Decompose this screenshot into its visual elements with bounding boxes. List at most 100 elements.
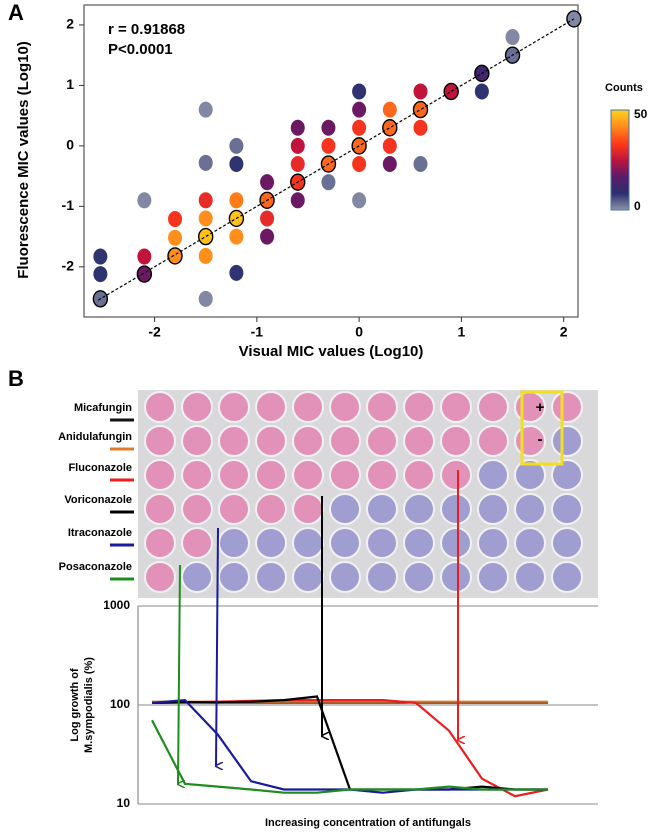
point — [413, 83, 428, 100]
well — [403, 391, 435, 423]
well — [329, 425, 361, 457]
well — [440, 459, 472, 491]
point — [290, 137, 305, 154]
point — [321, 174, 336, 191]
well — [292, 425, 324, 457]
well — [440, 493, 472, 525]
legend-label: Voriconazole — [64, 494, 132, 506]
point — [566, 10, 582, 28]
well — [255, 527, 287, 559]
y-tick-label: 1 — [66, 76, 74, 92]
series-line — [151, 698, 548, 794]
point — [413, 156, 428, 173]
point — [198, 210, 213, 227]
x-tick-label: -1 — [251, 324, 264, 340]
well — [440, 561, 472, 593]
arrow — [216, 527, 218, 766]
legend-label: Micafungin — [74, 402, 132, 414]
plate-photo — [138, 390, 598, 598]
point — [229, 192, 244, 209]
point — [229, 137, 244, 154]
point — [290, 119, 305, 136]
well — [514, 459, 546, 491]
well — [144, 527, 176, 559]
point — [382, 119, 398, 137]
point — [260, 210, 275, 227]
well — [477, 425, 509, 457]
well — [292, 527, 324, 559]
well — [181, 493, 213, 525]
well — [477, 561, 509, 593]
well — [366, 561, 398, 593]
well — [366, 527, 398, 559]
well — [440, 527, 472, 559]
y-axis-label: Log growth of — [69, 668, 81, 742]
well — [181, 561, 213, 593]
well — [329, 391, 361, 423]
well — [329, 561, 361, 593]
well — [255, 493, 287, 525]
point — [352, 83, 367, 100]
control-box — [520, 390, 564, 466]
panel-label: B — [8, 366, 24, 391]
y-tick-label: 1000 — [103, 598, 130, 612]
point — [229, 156, 244, 173]
legend-label: Itraconazole — [68, 527, 132, 539]
x-tick-label: 2 — [560, 324, 568, 340]
well — [144, 561, 176, 593]
well — [218, 493, 250, 525]
point — [168, 229, 183, 246]
well — [218, 425, 250, 457]
y-tick-label: -2 — [62, 258, 75, 274]
well — [551, 561, 583, 593]
point — [167, 247, 183, 265]
arrow — [178, 564, 180, 784]
well — [255, 391, 287, 423]
point — [382, 137, 397, 154]
well — [403, 459, 435, 491]
point — [382, 156, 397, 173]
well — [144, 425, 176, 457]
well — [329, 493, 361, 525]
well — [366, 425, 398, 457]
well — [292, 561, 324, 593]
well — [218, 391, 250, 423]
x-tick-label: 1 — [458, 324, 466, 340]
x-axis-label: Increasing concentration of antifungals — [265, 817, 471, 829]
well — [255, 425, 287, 457]
well — [329, 527, 361, 559]
well — [181, 425, 213, 457]
well — [551, 527, 583, 559]
y-axis-label: M.sympodialis (%) — [83, 657, 95, 753]
colorbar — [610, 109, 630, 211]
well — [477, 459, 509, 491]
well — [514, 493, 546, 525]
y-tick-label: 0 — [66, 137, 74, 153]
control-label: + — [536, 399, 545, 416]
point — [198, 290, 213, 307]
point — [137, 192, 152, 209]
well — [551, 459, 583, 491]
control-label: - — [538, 431, 543, 448]
colorbar-label: Counts — [605, 82, 643, 94]
well — [181, 459, 213, 491]
panel-label: A — [8, 0, 24, 25]
point — [168, 211, 183, 228]
x-tick-label: 0 — [355, 324, 363, 340]
y-tick-label: 2 — [66, 16, 74, 32]
point — [352, 119, 367, 136]
well — [477, 527, 509, 559]
well — [403, 561, 435, 593]
point — [412, 100, 429, 119]
well — [218, 561, 250, 593]
point — [198, 247, 213, 264]
well — [551, 425, 583, 457]
well — [440, 391, 472, 423]
point — [474, 83, 489, 100]
point — [260, 228, 275, 245]
well — [403, 493, 435, 525]
well — [292, 391, 324, 423]
well — [514, 527, 546, 559]
well — [144, 391, 176, 423]
